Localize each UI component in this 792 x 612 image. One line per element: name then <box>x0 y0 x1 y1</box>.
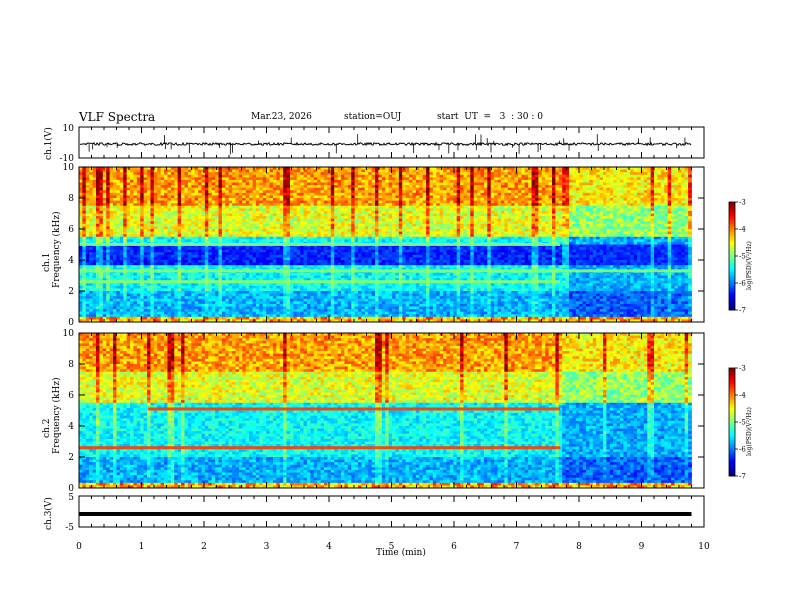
colorbar-tick-label: -7 <box>739 307 746 315</box>
colorbar-tick-label: -6 <box>739 280 746 288</box>
ytick-label: 6 <box>68 391 74 401</box>
xtick-label: 2 <box>201 542 207 552</box>
colorbar-tick-label: -5 <box>739 253 746 261</box>
colorbar-tick-label: -4 <box>739 226 746 234</box>
ytick-label: 2 <box>68 453 74 463</box>
colorbar-tick-label: -6 <box>739 446 746 454</box>
ch1-colorbar-label: log(PSD)(V²/Hz) <box>746 241 753 290</box>
ch2-spectrogram-image <box>79 333 704 488</box>
ch2-colorbar: -3 -4 -5 -6 -7 <box>728 365 746 481</box>
xtick-label: 6 <box>451 542 457 552</box>
spectrogram-band-2 <box>79 243 561 246</box>
station-label: station=OUJ <box>344 112 401 122</box>
ch3-waveform-line <box>79 511 692 516</box>
ytick-label: 6 <box>68 225 74 235</box>
xtick-label: 7 <box>514 542 520 552</box>
ch1-waveform-ylabel: ch.1(V) <box>44 127 54 160</box>
ch2-colorbar-label: log(PSD)(V²/Hz) <box>746 407 753 456</box>
xtick-label: 0 <box>76 542 82 552</box>
ch3-waveform-panel: 5 -5 <box>65 493 705 533</box>
ytick-label: 4 <box>68 256 74 266</box>
ch2-spectrogram-ylabel-line2: Frequency (kHz) <box>52 377 62 454</box>
time-axis-label: Time (min) <box>376 548 426 558</box>
colorbar-tick-label: -5 <box>739 419 746 427</box>
xtick-label: 1 <box>139 542 145 552</box>
colorbar-tick-label: -3 <box>739 199 746 207</box>
xtick-label: 9 <box>639 542 645 552</box>
xtick-label: 8 <box>576 542 582 552</box>
ch1-spectrogram-image <box>79 167 704 322</box>
xtick-label: 10 <box>698 542 710 552</box>
ch1-spectrogram-panel: 0 2 4 6 8 10 <box>63 163 705 328</box>
ytick-label: 10 <box>63 163 75 173</box>
ch1-ytick-bottom: -10 <box>60 154 75 164</box>
xtick-label: 5 <box>389 542 395 552</box>
ch1-spectrogram-ylabel-line1: ch.1 <box>42 253 52 272</box>
ch1-ytick-top: 10 <box>63 124 75 134</box>
xtick-label: 3 <box>264 542 270 552</box>
ytick-label: 10 <box>63 329 75 339</box>
spectrogram-band-0 <box>147 407 561 411</box>
ytick-label: 4 <box>68 422 74 432</box>
ch1-spectrogram-yticks: 0 2 4 6 8 10 <box>63 163 704 328</box>
start-time-label: start UT = 3 : 30 : 0 <box>437 112 543 122</box>
time-axis-ticks: 0 1 2 3 4 5 6 7 8 9 10 <box>76 127 710 552</box>
ytick-label: 8 <box>68 194 74 204</box>
ch2-spectrogram-yticks: 0 2 4 6 8 10 <box>63 329 704 494</box>
spectrogram-band-1 <box>79 446 561 450</box>
figure-title: VLF Spectra <box>79 110 155 124</box>
ch2-spectrogram-panel: 0 2 4 6 8 10 <box>63 329 705 494</box>
ch3-waveform-ylabel: ch.3(V) <box>44 497 54 530</box>
date-label: Mar.23, 2026 <box>251 112 312 122</box>
ch3-ytick-bottom: -5 <box>65 523 74 533</box>
colorbar-tick-label: -4 <box>739 392 746 400</box>
spectrogram-blank-area <box>691 167 704 322</box>
spectrogram-blank-area <box>691 333 704 488</box>
ch1-colorbar: -3 -4 -5 -6 -7 <box>728 199 746 315</box>
colorbar-tick-label: -7 <box>739 473 746 481</box>
spectrogram-band-1 <box>79 269 692 273</box>
ch1-waveform-spikes <box>88 134 686 155</box>
ytick-label: 0 <box>68 318 74 328</box>
ch1-waveform-panel: 10 -10 <box>60 124 705 164</box>
ch3-ytick-top: 5 <box>68 493 74 503</box>
ch1-spectrogram-ylabel-line2: Frequency (kHz) <box>52 211 62 288</box>
ytick-label: 8 <box>68 360 74 370</box>
colorbar-tick-label: -3 <box>739 365 746 373</box>
ch2-spectrogram-ylabel-line1: ch.2 <box>42 419 52 438</box>
ytick-label: 0 <box>68 484 74 494</box>
ch1-waveform-line <box>79 141 692 147</box>
xtick-label: 4 <box>326 542 332 552</box>
spectrogram-band-0 <box>79 280 561 284</box>
ytick-label: 2 <box>68 287 74 297</box>
